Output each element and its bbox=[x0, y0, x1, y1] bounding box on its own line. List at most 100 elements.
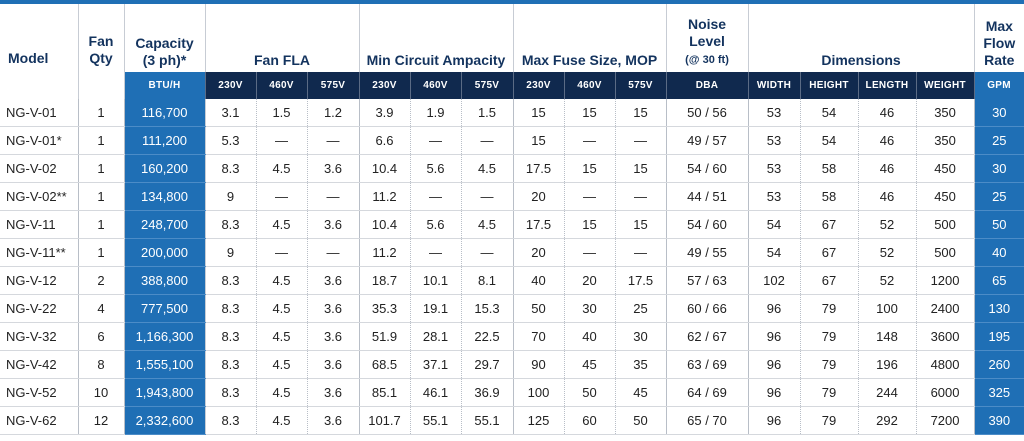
subheader-cell: HEIGHT bbox=[800, 72, 859, 99]
table-cell: 62 / 67 bbox=[666, 322, 749, 351]
subheader-cell: 230V bbox=[205, 72, 257, 99]
table-cell: 52 bbox=[858, 210, 917, 239]
table-cell: 500 bbox=[916, 238, 975, 267]
table-row: NG-V-11** 1 200,000 9— —11.2— —20— —49 / 55 54 6… bbox=[0, 238, 1024, 267]
flow-rate-cell: 25 bbox=[974, 182, 1024, 211]
table-cell: — bbox=[564, 238, 616, 267]
spec-table: Model Fan Qty Capacity (3 ph)* Fan FLA M… bbox=[0, 4, 1024, 435]
table-cell: 9 bbox=[205, 238, 257, 267]
flow-rate-cell: 50 bbox=[974, 210, 1024, 239]
table-cell: 9 bbox=[205, 182, 257, 211]
capacity-cell: 1,943,800 bbox=[124, 378, 206, 407]
table-cell: 4.5 bbox=[256, 378, 308, 407]
table-cell: 18.7 bbox=[359, 266, 411, 295]
table-cell: — bbox=[307, 238, 360, 267]
subheader-cell: BTU/H bbox=[124, 72, 206, 99]
table-cell: 3.6 bbox=[307, 322, 360, 351]
table-cell: 79 bbox=[800, 322, 859, 351]
table-cell: — bbox=[564, 126, 616, 155]
table-cell: 15 bbox=[564, 99, 616, 127]
table-cell: 4.5 bbox=[461, 210, 514, 239]
table-cell: 64 / 69 bbox=[666, 378, 749, 407]
model-cell: NG-V-52 bbox=[0, 378, 79, 407]
table-cell: 350 bbox=[916, 126, 975, 155]
table-cell: 15 bbox=[564, 210, 616, 239]
table-cell: 51.9 bbox=[359, 322, 411, 351]
table-cell: 17.5 bbox=[615, 266, 667, 295]
capacity-cell: 111,200 bbox=[124, 126, 206, 155]
table-cell: 12 bbox=[78, 406, 125, 435]
table-cell: 1 bbox=[78, 154, 125, 183]
table-cell: 53 bbox=[748, 182, 801, 211]
table-cell: 8.3 bbox=[205, 378, 257, 407]
table-cell: 63 / 69 bbox=[666, 350, 749, 379]
table-cell: 8.3 bbox=[205, 322, 257, 351]
subheader-cell: 575V bbox=[307, 72, 360, 99]
table-cell: 100 bbox=[513, 378, 565, 407]
header-row: Model Fan Qty Capacity (3 ph)* Fan FLA M… bbox=[0, 4, 1024, 99]
table-cell: 17.5 bbox=[513, 210, 565, 239]
table-cell: 79 bbox=[800, 350, 859, 379]
table-cell: 40 bbox=[564, 322, 616, 351]
subheader-cell: 575V bbox=[615, 72, 667, 99]
table-cell: 20 bbox=[564, 266, 616, 295]
table-cell: 15.3 bbox=[461, 294, 514, 323]
table-cell: 46 bbox=[858, 126, 917, 155]
table-cell: 1.5 bbox=[461, 99, 514, 127]
flow-rate-cell: 30 bbox=[974, 154, 1024, 183]
table-cell: 196 bbox=[858, 350, 917, 379]
table-cell: 54 bbox=[800, 99, 859, 127]
table-cell: 53 bbox=[748, 99, 801, 127]
table-cell: 2400 bbox=[916, 294, 975, 323]
table-cell: 15 bbox=[513, 126, 565, 155]
table-cell: 3.6 bbox=[307, 350, 360, 379]
table-cell: 3.9 bbox=[359, 99, 411, 127]
table-cell: — bbox=[256, 182, 308, 211]
table-row: NG-V-11 1 248,700 8.3 4.5 3.6 10.4 5.6 4.5 17.5 15… bbox=[0, 210, 1024, 239]
table-row: NG-V-01 1 116,700 3.1 1.5 1.2 3.9 1.9 1.5 15 15 15 5… bbox=[0, 99, 1024, 127]
table-cell: 17.5 bbox=[513, 154, 565, 183]
table-cell: 1 bbox=[78, 210, 125, 239]
table-cell: 96 bbox=[748, 322, 801, 351]
table-cell: 5.3 bbox=[205, 126, 257, 155]
table-cell: 60 / 66 bbox=[666, 294, 749, 323]
table-cell: 68.5 bbox=[359, 350, 411, 379]
flow-rate-cell: 260 bbox=[974, 350, 1024, 379]
table-cell: 4.5 bbox=[256, 210, 308, 239]
table-cell: 15 bbox=[615, 154, 667, 183]
col-header-max-flow: Max Flow Rate bbox=[974, 4, 1024, 73]
table-cell: 1200 bbox=[916, 266, 975, 295]
subheader-cell: 460V bbox=[564, 72, 616, 99]
table-cell: 4.5 bbox=[256, 406, 308, 435]
table-cell: 58 bbox=[800, 182, 859, 211]
col-header-min-circuit: Min Circuit Ampacity bbox=[359, 4, 514, 73]
subheader-cell: 460V bbox=[256, 72, 308, 99]
fan-qty-line2: Qty bbox=[89, 50, 113, 66]
subheader-cell: 230V bbox=[359, 72, 411, 99]
table-cell: 1.9 bbox=[410, 99, 462, 127]
table-cell: 50 bbox=[564, 378, 616, 407]
subheader-cell: WEIGHT bbox=[916, 72, 975, 99]
table-cell: — bbox=[615, 182, 667, 211]
table-cell: 4.5 bbox=[461, 154, 514, 183]
table-cell: — bbox=[461, 238, 514, 267]
capacity-cell: 134,800 bbox=[124, 182, 206, 211]
table-cell: 15 bbox=[564, 154, 616, 183]
table-cell: 1 bbox=[78, 126, 125, 155]
table-cell: 79 bbox=[800, 294, 859, 323]
table-cell: 67 bbox=[800, 210, 859, 239]
table-cell: 8.3 bbox=[205, 266, 257, 295]
model-cell: NG-V-12 bbox=[0, 266, 79, 295]
table-cell: — bbox=[461, 182, 514, 211]
table-cell: 3.6 bbox=[307, 378, 360, 407]
table-cell: 3.6 bbox=[307, 266, 360, 295]
table-cell: 45 bbox=[564, 350, 616, 379]
table-cell: 55.1 bbox=[410, 406, 462, 435]
table-cell: — bbox=[461, 126, 514, 155]
subheader-cell: WIDTH bbox=[748, 72, 801, 99]
table-cell: 49 / 55 bbox=[666, 238, 749, 267]
noise-line1: Noise bbox=[687, 16, 727, 33]
table-cell: 450 bbox=[916, 182, 975, 211]
table-cell: — bbox=[410, 238, 462, 267]
